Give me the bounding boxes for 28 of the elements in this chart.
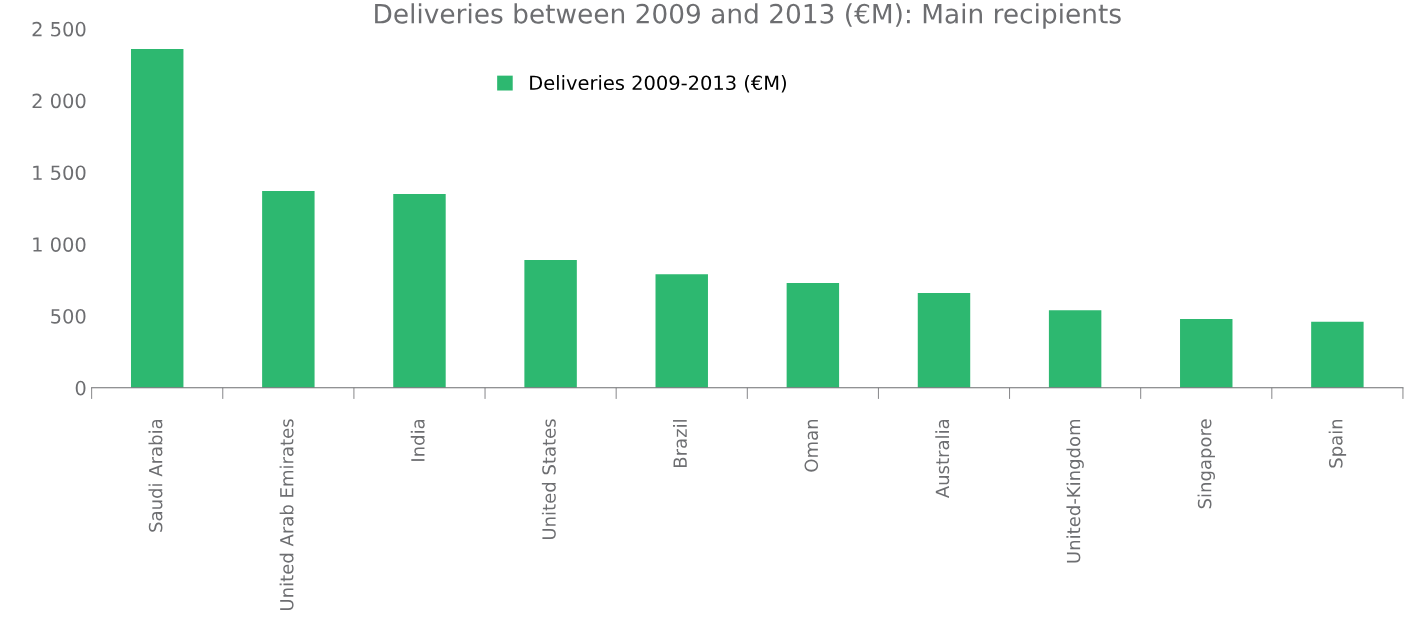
bar [1311,321,1364,388]
y-tick-label: 500 [51,308,86,324]
x-tick-label: United States [541,419,556,540]
bar [130,48,184,388]
x-tick-label: Saudi Arabia [148,420,163,532]
bar [786,282,840,388]
y-tick-label: 0 [75,380,86,396]
bar [917,293,971,388]
x-tick-label: United-Kingdom [1066,419,1084,563]
x-tick-label: Australia [935,420,950,499]
bar [262,191,315,388]
x-tick-label: Brazil [673,420,687,467]
legend-label: Deliveries 2009-2013 (€M) [530,75,786,93]
x-tick-label: Singapore [1197,419,1215,509]
bar [393,193,446,388]
bar [655,274,708,388]
bar [524,260,577,388]
y-tick-label: 2 500 [32,21,86,37]
x-tick-label: United Arab Emirates [279,419,294,610]
bar [1048,310,1102,388]
chart-title: Deliveries between 2009 and 2013 (€M): Main recipients [375,3,1121,29]
y-tick-label: 2 000 [32,93,86,109]
y-tick-label: 1 500 [33,165,86,181]
bar [1180,318,1233,388]
x-tick-label: Oman [804,419,819,472]
x-tick-label: India [410,420,425,461]
y-tick-label: 1 000 [33,237,86,252]
x-tick-label: Spain [1328,419,1347,468]
